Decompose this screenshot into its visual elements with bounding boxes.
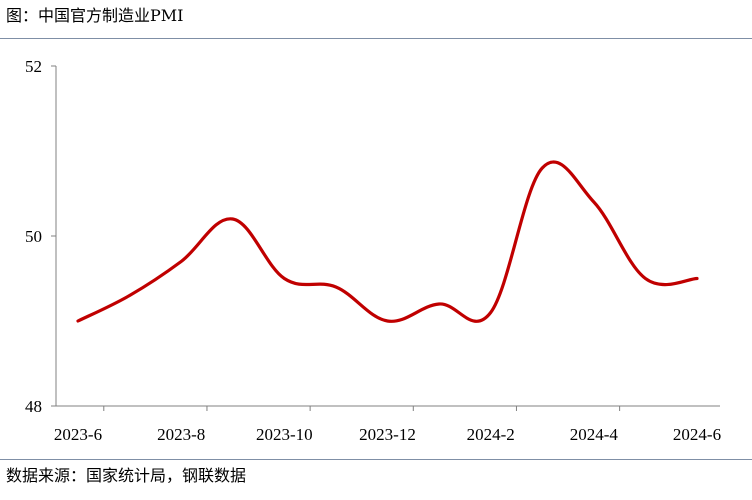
y-tick-label: 48 xyxy=(25,397,42,416)
source-divider xyxy=(0,459,752,460)
title-divider xyxy=(0,38,752,39)
x-tick-label: 2023-8 xyxy=(157,425,205,444)
x-tick-label: 2024-4 xyxy=(570,425,619,444)
x-tick-label: 2024-6 xyxy=(673,425,721,444)
x-tick-label: 2023-6 xyxy=(54,425,102,444)
axes xyxy=(55,66,720,407)
chart-title: 图：中国官方制造业PMI xyxy=(6,6,184,25)
series-layer xyxy=(76,160,699,323)
x-tick-label: 2023-10 xyxy=(256,425,313,444)
x-tick-label: 2023-12 xyxy=(359,425,416,444)
y-tick-label: 50 xyxy=(25,227,42,246)
data-source: 数据来源：国家统计局，钢联数据 xyxy=(6,466,247,485)
series-line-pmi xyxy=(76,160,699,323)
x-tick-label: 2024-2 xyxy=(467,425,515,444)
y-tick-label: 52 xyxy=(25,57,42,76)
x-axis-ticks: 2023-6 2023-8 2023-10 2023-12 2024-2 2024-4 20… xyxy=(54,406,721,444)
y-axis-ticks: 48 50 52 xyxy=(25,57,56,416)
